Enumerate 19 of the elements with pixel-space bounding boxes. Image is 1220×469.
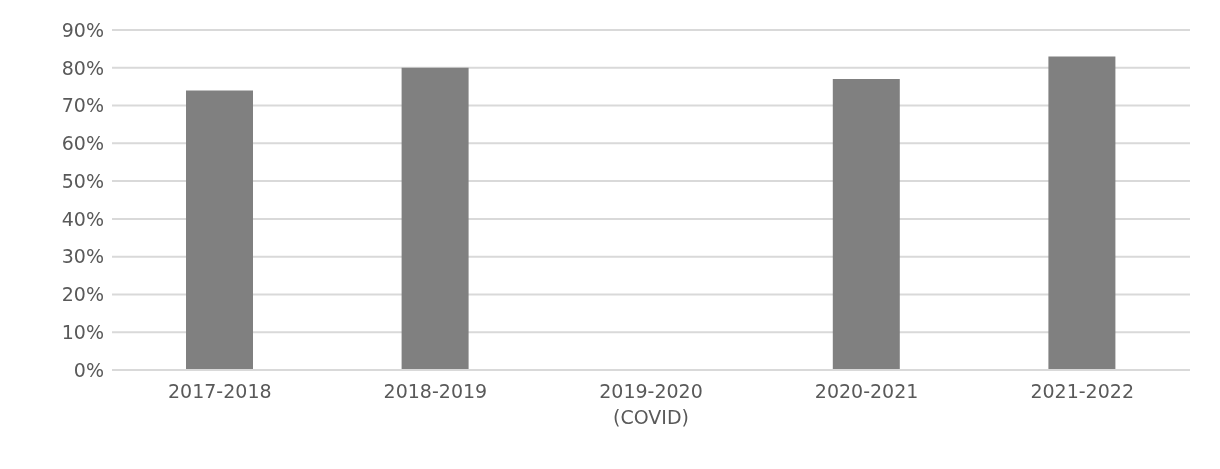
y-tick-label: 30% [61, 245, 104, 268]
x-tick-label: 2017-2018 [168, 380, 272, 402]
y-tick-label: 0% [73, 358, 104, 381]
y-tick-label: 50% [61, 169, 104, 192]
x-tick-label: 2018-2019 [383, 380, 488, 402]
y-tick-label: 60% [61, 132, 104, 155]
y-tick-label: 20% [61, 283, 104, 306]
x-tick-label: 2019-2020 (COVID) [599, 380, 703, 428]
y-tick-label: 90% [61, 18, 104, 41]
x-tick-label: 2021-2022 [1030, 380, 1134, 402]
bar [1048, 56, 1116, 370]
y-tick-label: 10% [61, 320, 104, 343]
y-tick-label: 70% [61, 94, 104, 117]
y-tick-label: 40% [61, 207, 104, 230]
x-tick-label: 2020-2021 [814, 380, 919, 402]
bar [401, 67, 469, 370]
y-tick-label: 80% [61, 56, 104, 79]
bar [186, 90, 253, 370]
bar [832, 79, 900, 370]
